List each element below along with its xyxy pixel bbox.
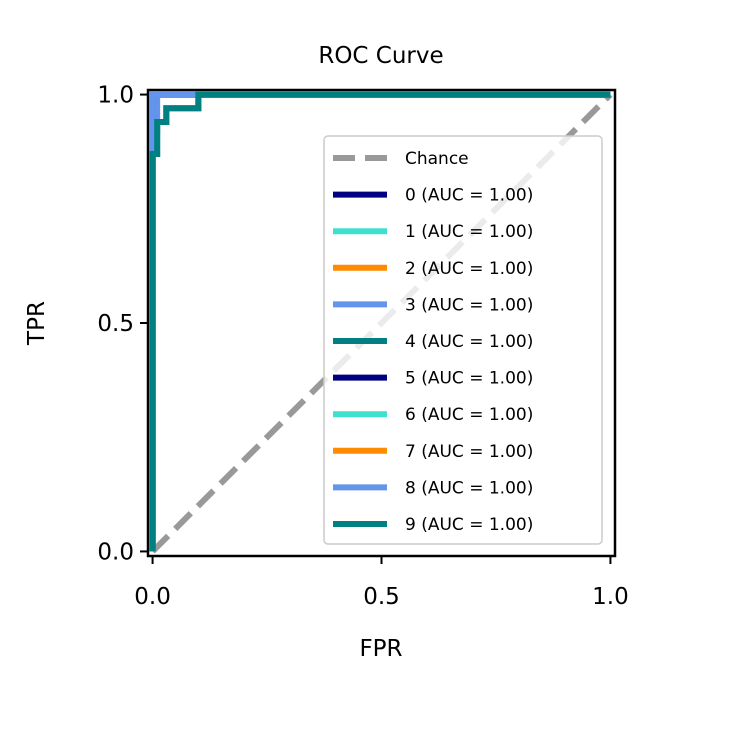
x-axis-label: FPR [359,636,402,662]
y-tick-label-0: 0.0 [97,539,134,565]
legend-label-1: 0 (AUC = 1.00) [405,186,533,206]
y-axis-ticks: 0.0 0.5 1.0 [97,83,148,565]
roc-line-9 [149,91,611,552]
legend: Chance 0 (AUC = 1.00) 1 (AUC = 1.00) 2 (AUC… [323,135,603,545]
x-tick-label-0: 0.0 [134,584,171,610]
legend-label-0: Chance [405,149,469,169]
x-tick-label-2: 1.0 [592,584,629,610]
y-axis-label: TPR [24,301,50,346]
series-layer [149,91,611,552]
x-tick-label-1: 0.5 [363,584,400,610]
chart-title: ROC Curve [318,43,443,69]
legend-label-4: 3 (AUC = 1.00) [405,295,533,315]
y-tick-label-2: 1.0 [97,83,134,109]
y-tick-label-1: 0.5 [97,311,134,337]
legend-label-6: 5 (AUC = 1.00) [405,369,533,389]
legend-label-3: 2 (AUC = 1.00) [405,259,533,279]
legend-label-9: 8 (AUC = 1.00) [405,478,533,498]
legend-box [323,135,603,545]
legend-label-2: 1 (AUC = 1.00) [405,222,533,242]
legend-label-10: 9 (AUC = 1.00) [405,515,533,535]
x-axis-ticks: 0.0 0.5 1.0 [134,556,629,610]
legend-label-7: 6 (AUC = 1.00) [405,405,533,425]
legend-label-8: 7 (AUC = 1.00) [405,442,533,462]
legend-label-5: 4 (AUC = 1.00) [405,332,533,352]
